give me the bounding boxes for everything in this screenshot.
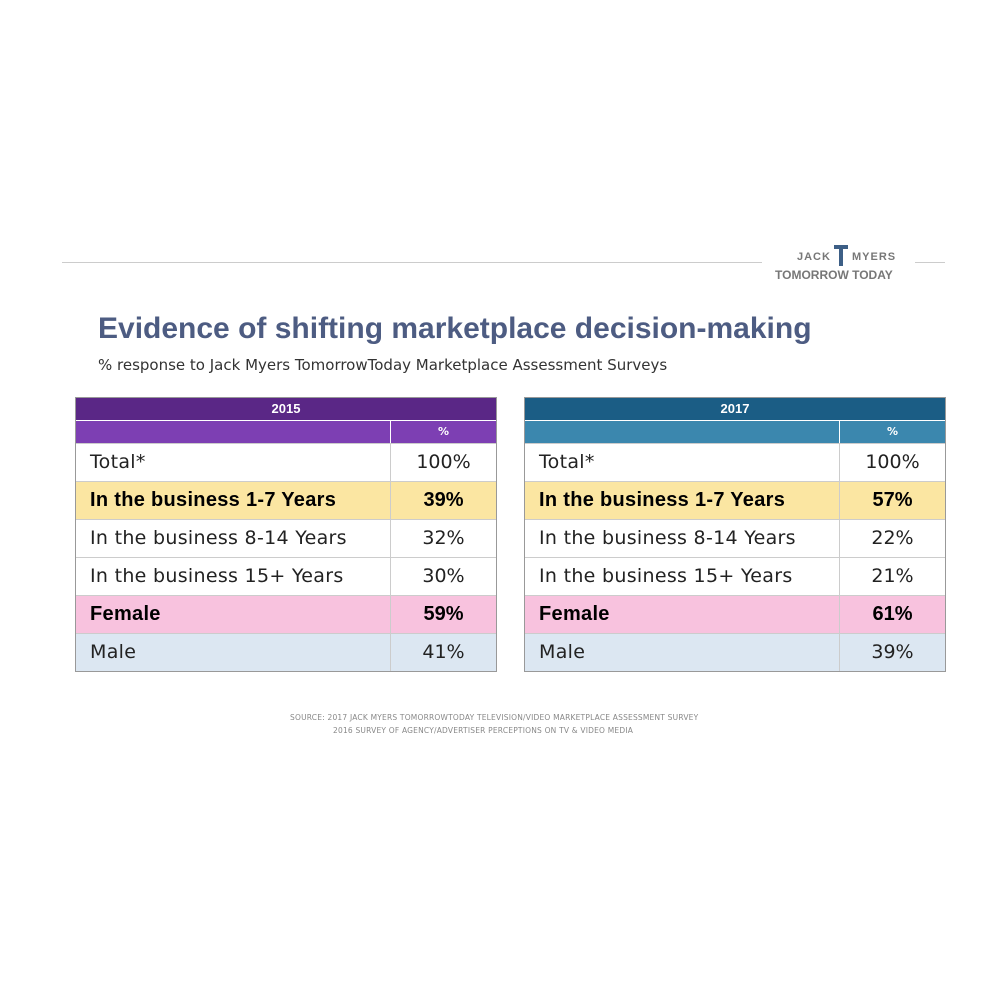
row-label: In the business 1-7 Years <box>90 489 337 511</box>
source-line: SOURCE: 2017 JACK MYERS TOMORROWTODAY TE… <box>290 713 699 722</box>
logo-text: JACK <box>797 251 831 263</box>
table-subheader: % <box>76 420 496 443</box>
subtitle: % response to Jack Myers TomorrowToday M… <box>98 356 668 374</box>
row-value: 57% <box>839 482 945 519</box>
logo-mark <box>834 245 848 249</box>
table-row: Male 39% <box>525 633 945 671</box>
row-label: In the business 15+ Years <box>539 565 793 587</box>
table-row: In the business 1-7 Years 57% <box>525 481 945 519</box>
row-value: 59% <box>390 596 496 633</box>
table: 2017% Total* 100% In the business 1-7 Years… <box>524 397 946 672</box>
row-value: 39% <box>839 634 945 671</box>
logo-mark <box>839 248 843 266</box>
table-row: In the business 8-14 Years 32% <box>76 519 496 557</box>
row-label: In the business 8-14 Years <box>90 527 347 549</box>
table-row: Female 59% <box>76 595 496 633</box>
row-value: 32% <box>390 520 496 557</box>
table-row: Total* 100% <box>525 443 945 481</box>
top-rule <box>62 262 762 263</box>
logo-text: TOMORROW TODAY <box>775 268 893 282</box>
table-row: Female 61% <box>525 595 945 633</box>
table: 2015% Total* 100% In the business 1-7 Years… <box>75 397 497 672</box>
title: Evidence of shifting marketplace decisio… <box>98 312 812 345</box>
row-value: 100% <box>390 444 496 481</box>
row-label: Male <box>539 641 586 663</box>
row-label: Total* <box>90 451 146 473</box>
row-label: Female <box>539 603 610 625</box>
source-line: 2016 SURVEY OF AGENCY/ADVERTISER PERCEPT… <box>333 726 634 735</box>
row-label: In the business 15+ Years <box>90 565 344 587</box>
row-value: 100% <box>839 444 945 481</box>
row-value: 21% <box>839 558 945 595</box>
row-label: In the business 8-14 Years <box>539 527 796 549</box>
row-label: In the business 1-7 Years <box>539 489 786 511</box>
row-label: Male <box>90 641 137 663</box>
row-value: 30% <box>390 558 496 595</box>
column-header: % <box>390 421 496 443</box>
table-subheader: % <box>525 420 945 443</box>
table-row: Total* 100% <box>76 443 496 481</box>
table-row: In the business 15+ Years 30% <box>76 557 496 595</box>
table-row: Male 41% <box>76 633 496 671</box>
row-value: 41% <box>390 634 496 671</box>
top-rule <box>915 262 945 263</box>
row-value: 61% <box>839 596 945 633</box>
table-header: 2015 <box>76 398 496 420</box>
row-value: 22% <box>839 520 945 557</box>
logo-text: MYERS <box>852 251 897 263</box>
row-label: Female <box>90 603 161 625</box>
row-label: Total* <box>539 451 595 473</box>
table-row: In the business 8-14 Years 22% <box>525 519 945 557</box>
table-row: In the business 15+ Years 21% <box>525 557 945 595</box>
column-header: % <box>839 421 945 443</box>
table-header: 2017 <box>525 398 945 420</box>
row-value: 39% <box>390 482 496 519</box>
table-row: In the business 1-7 Years 39% <box>76 481 496 519</box>
